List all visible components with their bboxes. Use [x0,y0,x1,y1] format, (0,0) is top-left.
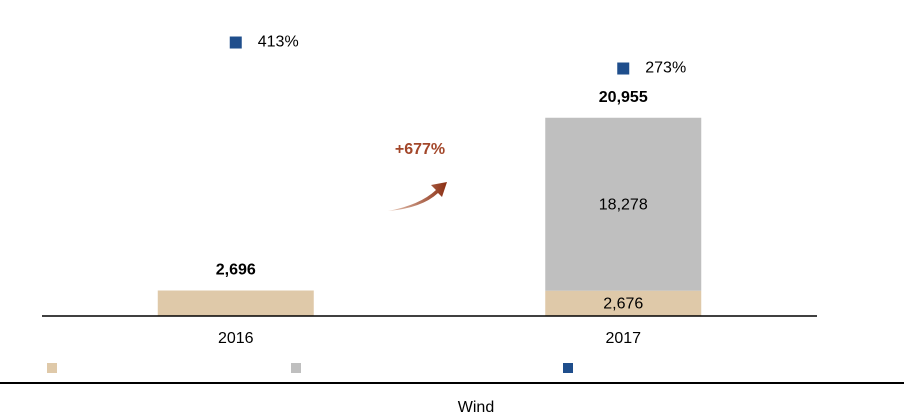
x-tick-label: 2017 [605,330,641,347]
annotation: +677% [395,141,445,158]
bar-segment [157,290,314,316]
plot: 2016 413% 2,696 2017 2,676 18,278 273% 20,955 [47,34,702,373]
growth-arrow [388,182,447,211]
percent-marker [617,62,630,75]
x-axis-label: Wind [458,399,494,416]
legend-marker [563,363,573,373]
value-label: 2,676 [603,296,643,313]
total-label: 20,955 [599,89,648,106]
bar-segment [545,117,702,291]
legend-marker [291,363,301,373]
total-label: 2,696 [216,262,256,279]
percent-marker [229,36,242,49]
x-tick-label: 2016 [218,330,254,347]
bar-segment [545,290,702,316]
legend-marker [47,363,57,373]
percent-label: 273% [645,60,686,77]
value-label: 18,278 [599,196,648,213]
percent-label: 413% [258,34,299,51]
